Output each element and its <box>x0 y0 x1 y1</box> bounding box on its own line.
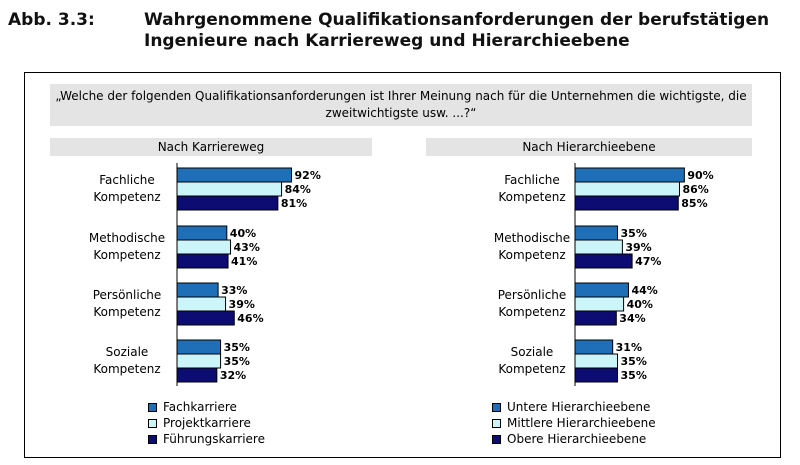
survey-question: „Welche der folgenden Qualifikationsanfo… <box>50 84 752 126</box>
panel-title-hierarchieebene: Nach Hierarchieebene <box>426 138 752 156</box>
category-label: Soziale Kompetenz <box>498 345 565 376</box>
bar <box>176 225 228 241</box>
bar-value-label: 41% <box>231 255 257 268</box>
bar-value-label: 35% <box>224 341 250 354</box>
legend-item: Projektkarriere <box>148 415 265 431</box>
legend-item: Führungskarriere <box>148 431 265 447</box>
legend-label: Fachkarriere <box>163 400 237 414</box>
bar-value-label: 31% <box>616 341 642 354</box>
bar-value-label: 86% <box>682 183 708 196</box>
bar <box>176 181 283 197</box>
legend-swatch-1 <box>492 402 501 412</box>
bar <box>176 339 222 355</box>
bar-value-label: 34% <box>619 312 645 325</box>
legend-swatch-2 <box>148 418 157 428</box>
legend-item: Mittlere Hierarchieebene <box>492 415 656 431</box>
bar <box>176 296 227 312</box>
bar <box>574 310 617 326</box>
bar <box>176 282 219 298</box>
legend-hierarchieebene: Untere Hierarchieebene Mittlere Hierarch… <box>492 399 656 447</box>
bar-value-label: 84% <box>285 183 311 196</box>
legend-label: Projektkarriere <box>163 416 251 430</box>
bar <box>574 225 619 241</box>
bar-value-label: 32% <box>220 369 246 382</box>
figure-label: Abb. 3.3: <box>8 10 95 30</box>
bar <box>176 239 232 255</box>
bar-value-label: 47% <box>635 255 661 268</box>
bar <box>176 195 279 211</box>
bar-value-label: 35% <box>621 355 647 368</box>
legend-swatch-1 <box>148 402 157 412</box>
bar-value-label: 43% <box>234 241 260 254</box>
bar-value-label: 39% <box>625 241 651 254</box>
bar-value-label: 46% <box>237 312 263 325</box>
bar-value-label: 40% <box>627 298 653 311</box>
legend-swatch-3 <box>148 434 157 444</box>
bar <box>574 367 619 383</box>
bar-value-label: 39% <box>229 298 255 311</box>
bar <box>574 167 685 183</box>
bar <box>574 239 623 255</box>
bar-value-label: 40% <box>230 227 256 240</box>
category-label: Methodische Kompetenz <box>494 231 570 262</box>
bar-value-label: 35% <box>621 369 647 382</box>
bar-value-label: 90% <box>687 169 713 182</box>
legend-item: Obere Hierarchieebene <box>492 431 656 447</box>
legend-swatch-3 <box>492 434 501 444</box>
bar <box>176 367 218 383</box>
category-label: Methodische Kompetenz <box>89 231 165 262</box>
bar-value-label: 33% <box>221 284 247 297</box>
bar-value-label: 35% <box>621 227 647 240</box>
bar-value-label: 92% <box>295 169 321 182</box>
panel-title-karriereweg: Nach Karriereweg <box>50 138 372 156</box>
category-label: Fachliche Kompetenz <box>498 173 565 204</box>
bar <box>176 253 229 269</box>
bar <box>176 353 222 369</box>
bar <box>176 167 293 183</box>
legend-swatch-2 <box>492 418 501 428</box>
bar <box>574 339 614 355</box>
bar <box>574 195 679 211</box>
bar-value-label: 35% <box>224 355 250 368</box>
legend-karriereweg: Fachkarriere Projektkarriere Führungskar… <box>148 399 265 447</box>
bar-value-label: 85% <box>681 197 707 210</box>
bar <box>574 181 680 197</box>
legend-item: Fachkarriere <box>148 399 265 415</box>
bar <box>574 296 625 312</box>
bar-value-label: 44% <box>631 284 657 297</box>
category-label: Persönliche Kompetenz <box>498 288 567 319</box>
legend-label: Führungskarriere <box>163 432 265 446</box>
category-label: Fachliche Kompetenz <box>93 173 160 204</box>
bar <box>574 253 633 269</box>
bar <box>574 353 619 369</box>
legend-label: Untere Hierarchieebene <box>507 400 651 414</box>
legend-item: Untere Hierarchieebene <box>492 399 656 415</box>
legend-label: Obere Hierarchieebene <box>507 432 647 446</box>
bar <box>176 310 235 326</box>
chart-frame <box>24 72 781 458</box>
bar-value-label: 81% <box>281 197 307 210</box>
bar <box>574 282 629 298</box>
legend-label: Mittlere Hierarchieebene <box>507 416 656 430</box>
figure-title: Wahrgenommene Qualifikationsanforderunge… <box>144 10 770 51</box>
category-label: Soziale Kompetenz <box>93 345 160 376</box>
category-label: Persönliche Kompetenz <box>93 288 162 319</box>
